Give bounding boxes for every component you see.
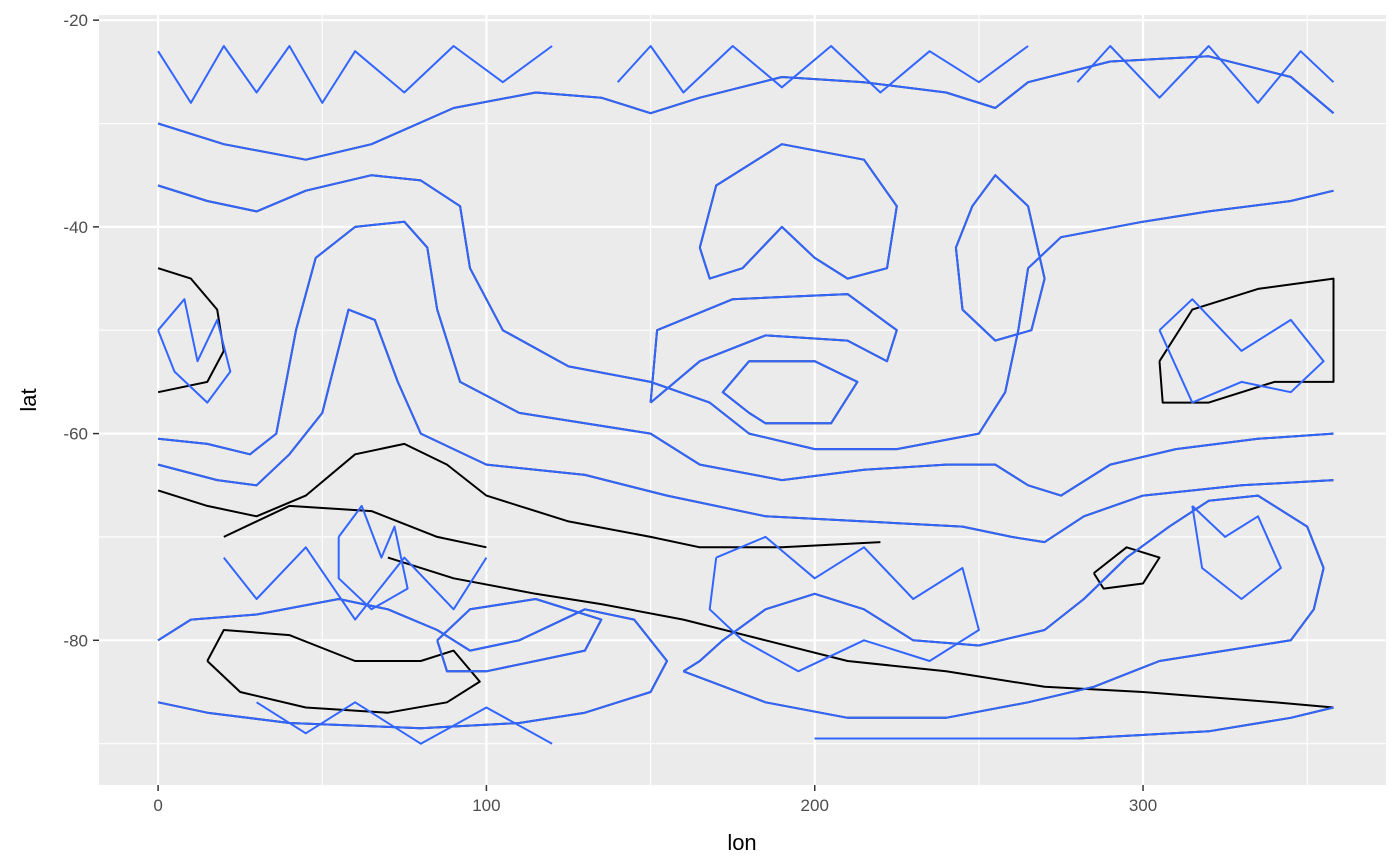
x-axis-title: lon: [727, 830, 756, 855]
minor-gridlines: [99, 15, 1386, 785]
contour-line: [223, 504, 487, 549]
plot-panel: [99, 15, 1386, 785]
x-axis: 0 100 200 300: [153, 785, 1157, 815]
contour-line: [698, 143, 898, 280]
contour-line: [954, 174, 1046, 342]
contour-line: [649, 293, 898, 404]
contour-line: [436, 598, 603, 673]
x-tick-label: 200: [801, 796, 829, 815]
contour-line: [157, 55, 1335, 161]
contour-line: [157, 308, 1334, 544]
contour-line: [1076, 45, 1335, 104]
y-axis-title: lat: [16, 388, 41, 411]
contour-line: [721, 360, 859, 425]
contour-line: [1191, 505, 1282, 600]
x-tick-label: 300: [1129, 796, 1157, 815]
contour-line: [157, 598, 668, 730]
contour-line: [616, 45, 1029, 94]
contour-line: [157, 298, 232, 404]
contour-line: [157, 220, 1334, 497]
contour-line: [682, 494, 1325, 719]
contour-line: [223, 546, 488, 621]
contour-series: [157, 45, 1335, 745]
y-tick-label: -60: [63, 425, 88, 444]
contour-line: [157, 442, 881, 549]
contour-line: [1158, 277, 1335, 404]
contour-line: [1092, 546, 1161, 590]
y-tick-label: -80: [63, 631, 88, 650]
contour-line: [387, 556, 1334, 709]
contour-series-1: [157, 45, 1335, 745]
y-axis: -20 -40 -60 -80: [63, 11, 99, 650]
contour-line: [206, 629, 481, 714]
x-tick-label: 100: [472, 796, 500, 815]
x-tick-label: 0: [153, 796, 162, 815]
contour-line: [814, 706, 1334, 740]
y-tick-label: -20: [63, 11, 88, 30]
contour-line: [256, 701, 553, 745]
contour-line: [157, 174, 1334, 451]
contour-line: [1158, 298, 1325, 404]
contour-line: [708, 535, 980, 673]
contour-line: [157, 45, 553, 104]
major-gridlines: [99, 15, 1386, 785]
contour-line: [337, 504, 409, 611]
y-tick-label: -40: [63, 218, 88, 237]
